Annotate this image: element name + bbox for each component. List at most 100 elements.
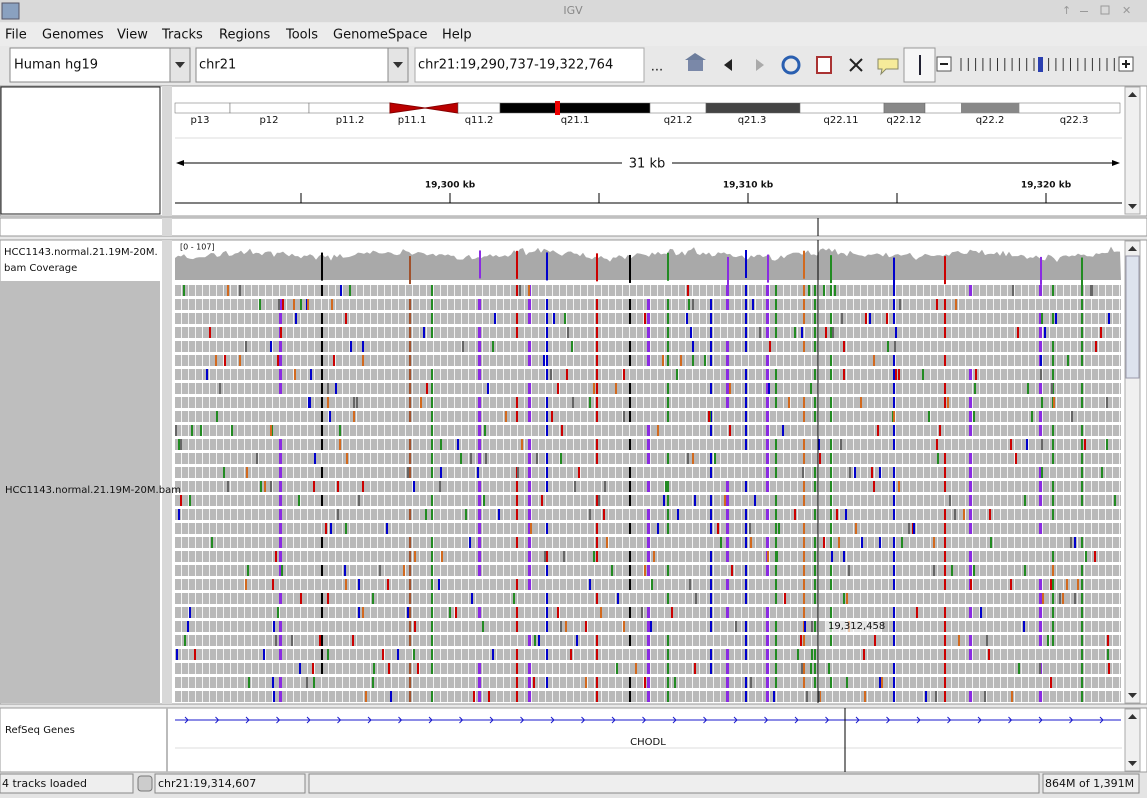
mismatch bbox=[516, 621, 518, 632]
coverage-track-name[interactable]: HCC1143.normal.21.19M-20M.bam Coverage bbox=[4, 247, 158, 274]
band-label[interactable]: q21.2 bbox=[664, 115, 693, 126]
mismatch bbox=[431, 383, 433, 394]
scroll-down[interactable] bbox=[1128, 204, 1137, 209]
mismatch bbox=[1040, 355, 1042, 366]
band-label[interactable]: p13 bbox=[190, 115, 209, 126]
menu-item[interactable]: Help bbox=[442, 28, 472, 43]
scroll-down[interactable] bbox=[1128, 693, 1137, 698]
mismatch bbox=[811, 649, 813, 660]
strand-arrow bbox=[947, 716, 952, 724]
mismatch bbox=[1015, 453, 1017, 464]
band-label[interactable]: q21.3 bbox=[738, 115, 767, 126]
mismatch bbox=[358, 579, 360, 590]
mismatch bbox=[944, 537, 946, 548]
read-row bbox=[175, 579, 1121, 590]
scroll-down[interactable] bbox=[1128, 761, 1137, 766]
menu-item[interactable]: File bbox=[5, 28, 27, 43]
mismatch bbox=[830, 467, 832, 478]
band-label[interactable]: q22.3 bbox=[1060, 115, 1089, 126]
resize-icon[interactable] bbox=[849, 58, 863, 72]
alignment-track-name[interactable]: HCC1143.normal.21.19M-20M.bam bbox=[5, 485, 181, 496]
band-label[interactable]: q21.1 bbox=[561, 115, 590, 126]
mismatch bbox=[944, 523, 946, 534]
mismatch bbox=[431, 579, 433, 590]
mismatch bbox=[710, 523, 712, 534]
zoom-thumb[interactable] bbox=[1038, 57, 1043, 72]
mismatch bbox=[1070, 537, 1072, 548]
back-icon[interactable] bbox=[724, 59, 732, 71]
coverage-mismatch bbox=[479, 250, 481, 279]
mismatch bbox=[440, 439, 442, 450]
mismatch bbox=[321, 649, 323, 660]
menu-item[interactable]: Tools bbox=[285, 28, 318, 43]
forward-icon[interactable] bbox=[756, 59, 764, 71]
mismatch bbox=[483, 495, 485, 506]
insertion bbox=[478, 537, 481, 548]
band-label[interactable]: q22.2 bbox=[976, 115, 1005, 126]
scroll-up[interactable] bbox=[1128, 92, 1137, 97]
mismatch bbox=[574, 481, 576, 492]
mismatch bbox=[849, 467, 851, 478]
mismatch bbox=[667, 313, 669, 324]
mismatch bbox=[657, 425, 659, 436]
insertion bbox=[478, 677, 481, 688]
mismatch bbox=[194, 649, 196, 660]
scrollbar[interactable] bbox=[1124, 708, 1141, 772]
mismatch bbox=[893, 285, 895, 296]
mismatch bbox=[667, 495, 669, 506]
mismatch bbox=[1052, 425, 1054, 436]
insertion bbox=[766, 467, 769, 478]
chromosome-combo[interactable] bbox=[195, 47, 409, 83]
mismatch bbox=[462, 341, 464, 352]
refresh-icon[interactable] bbox=[781, 55, 801, 75]
scroll-up[interactable] bbox=[1128, 246, 1137, 251]
insertion bbox=[279, 621, 282, 632]
mismatch bbox=[893, 565, 895, 576]
menu-item[interactable]: View bbox=[117, 28, 148, 43]
mismatch bbox=[830, 355, 832, 366]
home-icon[interactable] bbox=[685, 53, 706, 60]
band-label[interactable]: p11.2 bbox=[336, 115, 365, 126]
band-label[interactable]: q11.2 bbox=[465, 115, 494, 126]
mismatch bbox=[345, 523, 347, 534]
strand-arrow bbox=[764, 716, 769, 724]
band-label[interactable]: q22.11 bbox=[824, 115, 859, 126]
mismatch bbox=[708, 411, 710, 422]
window-button[interactable]: ↑ bbox=[1062, 4, 1071, 17]
mismatch bbox=[944, 551, 946, 562]
insertion bbox=[766, 649, 769, 660]
band-label[interactable]: q22.12 bbox=[887, 115, 922, 126]
maximize[interactable] bbox=[1100, 5, 1110, 15]
roi-icon[interactable] bbox=[816, 56, 832, 74]
mismatch bbox=[745, 439, 747, 450]
band bbox=[229, 102, 310, 114]
close[interactable]: ✕ bbox=[1122, 4, 1131, 17]
menu-item[interactable]: GenomeSpace bbox=[333, 28, 428, 43]
insertion bbox=[726, 523, 729, 534]
band-label[interactable]: p12 bbox=[259, 115, 278, 126]
mismatch bbox=[898, 369, 900, 380]
mismatch bbox=[431, 621, 433, 632]
locus-box[interactable] bbox=[414, 47, 645, 83]
insertion bbox=[528, 299, 531, 310]
insertion bbox=[528, 537, 531, 548]
mismatch bbox=[327, 649, 329, 660]
mismatch bbox=[344, 565, 346, 576]
popup-icon[interactable] bbox=[877, 58, 899, 76]
minimize[interactable] bbox=[1080, 11, 1088, 12]
mismatch bbox=[431, 411, 433, 422]
scrollbar[interactable] bbox=[1124, 86, 1141, 215]
scroll-up[interactable] bbox=[1128, 714, 1137, 719]
genes-track-name[interactable]: RefSeq Genes bbox=[5, 725, 75, 736]
mismatch bbox=[745, 579, 747, 590]
gene-name[interactable]: CHODL bbox=[630, 737, 666, 748]
menu-item[interactable]: Regions bbox=[219, 28, 271, 43]
menu-item[interactable]: Tracks bbox=[161, 28, 203, 43]
alignment-name-panel[interactable] bbox=[0, 281, 160, 703]
scroll-thumb[interactable] bbox=[1125, 255, 1140, 379]
mismatch bbox=[431, 327, 433, 338]
band-label[interactable]: p11.1 bbox=[398, 115, 427, 126]
mismatch bbox=[1081, 355, 1083, 366]
menu-item[interactable]: Genomes bbox=[42, 28, 104, 43]
more-button[interactable]: ... bbox=[651, 60, 663, 75]
